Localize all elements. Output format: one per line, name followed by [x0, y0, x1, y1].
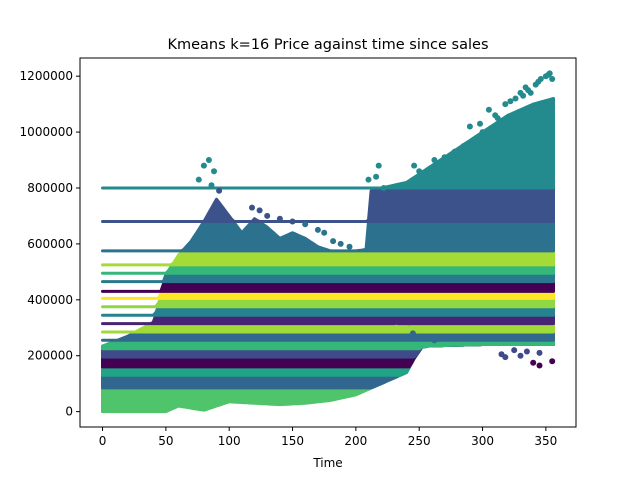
- y-tick-label: 0: [65, 405, 73, 419]
- cluster-band-17: [101, 186, 555, 223]
- data-point-14: [330, 238, 337, 245]
- cluster-band-16: [101, 220, 555, 253]
- data-point-44: [479, 129, 486, 136]
- data-point-29: [466, 123, 473, 130]
- data-point-45: [520, 92, 527, 99]
- data-point-47: [525, 87, 532, 94]
- data-point-1: [205, 157, 212, 163]
- data-point-7: [256, 207, 263, 214]
- x-axis-ticks: 0 50 100 150 200 250 300 350: [99, 427, 557, 448]
- chart-title: Kmeans k=16 Price against time since sal…: [167, 37, 488, 53]
- y-axis-ticks: 0 200000 400000 600000 800000 1000000 1200000: [20, 69, 80, 419]
- data-point-15: [337, 240, 344, 247]
- data-point-30: [477, 120, 483, 127]
- cluster-band-15: [101, 249, 555, 267]
- data-point-9: [276, 215, 283, 222]
- y-tick-label: 200000: [27, 349, 73, 363]
- data-point-16: [346, 243, 353, 250]
- x-tick-label: 50: [158, 434, 173, 448]
- data-point-19: [375, 162, 382, 169]
- data-point-4: [216, 187, 223, 194]
- data-point-63: [406, 319, 413, 326]
- y-tick-label: 600000: [27, 237, 73, 251]
- data-point-10: [289, 218, 296, 225]
- data-point-2: [211, 168, 217, 175]
- data-point-58: [502, 354, 509, 361]
- x-tick-label: 300: [471, 434, 494, 448]
- data-point-55: [530, 359, 537, 366]
- data-point-54: [536, 362, 543, 369]
- x-tick-label: 150: [281, 434, 304, 448]
- data-point-11: [302, 221, 309, 228]
- data-point-52: [536, 349, 543, 356]
- data-point-46: [535, 78, 542, 85]
- data-point-21: [390, 196, 397, 203]
- data-point-17: [365, 176, 372, 183]
- data-point-27: [451, 148, 458, 155]
- data-point-50: [511, 347, 518, 354]
- data-point-23: [411, 162, 418, 169]
- x-tick-label: 350: [534, 434, 557, 448]
- data-point-13: [321, 229, 328, 236]
- data-point-53: [549, 358, 556, 365]
- data-point-62: [393, 324, 400, 331]
- data-point-61: [431, 337, 438, 344]
- data-point-33: [502, 101, 509, 108]
- data-point-48: [492, 112, 499, 119]
- x-axis-label: Time: [312, 456, 342, 470]
- data-point-24: [416, 168, 423, 175]
- data-point-22: [403, 199, 410, 205]
- data-point-31: [485, 106, 492, 113]
- data-point-56: [517, 352, 524, 359]
- data-point-25: [431, 157, 438, 163]
- data-point-51: [523, 348, 530, 355]
- x-tick-label: 100: [218, 434, 241, 448]
- data-point-49: [545, 71, 552, 78]
- data-point-6: [249, 204, 255, 211]
- data-point-18: [373, 173, 380, 180]
- data-point-20: [380, 185, 387, 191]
- data-point-0: [200, 162, 207, 169]
- data-point-59: [409, 330, 416, 337]
- y-tick-label: 1200000: [20, 69, 73, 83]
- x-tick-label: 200: [344, 434, 367, 448]
- y-tick-label: 800000: [27, 181, 73, 195]
- data-point-43: [549, 76, 556, 82]
- plot-area: [101, 70, 556, 414]
- y-tick-label: 1000000: [20, 125, 73, 139]
- data-point-12: [314, 226, 321, 233]
- cluster-band-18: [101, 97, 555, 190]
- data-point-8: [264, 212, 271, 219]
- data-point-3: [195, 176, 202, 183]
- x-tick-label: 250: [408, 434, 431, 448]
- axes-frame: [79, 57, 577, 428]
- data-point-5: [208, 182, 215, 189]
- y-tick-label: 400000: [27, 293, 73, 307]
- data-point-35: [512, 95, 519, 102]
- data-point-26: [441, 154, 448, 161]
- data-point-60: [418, 334, 425, 341]
- data-point-28: [460, 143, 467, 150]
- data-point-34: [507, 98, 514, 105]
- x-tick-label: 0: [99, 434, 107, 448]
